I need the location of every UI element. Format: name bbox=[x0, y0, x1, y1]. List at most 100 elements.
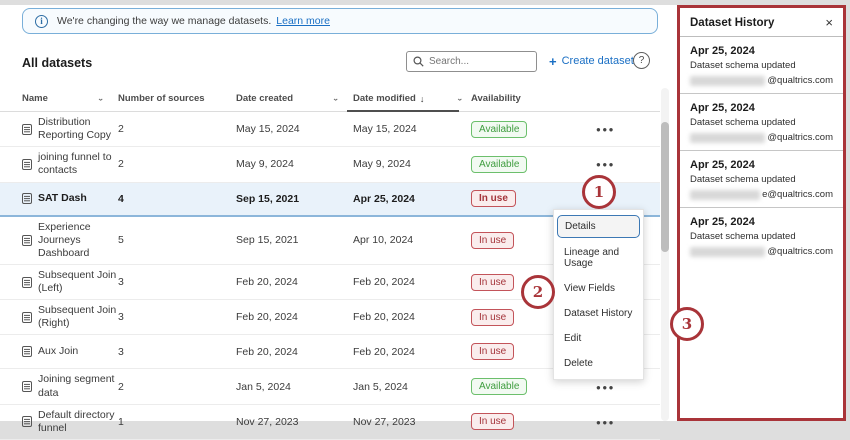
dataset-icon bbox=[22, 234, 32, 246]
cell-sources: 3 bbox=[118, 276, 124, 288]
history-entry-action: Dataset schema updated bbox=[690, 174, 796, 185]
history-panel-title: Dataset History bbox=[690, 17, 775, 29]
availability-badge: In use bbox=[471, 231, 515, 249]
cell-availability: In use bbox=[471, 308, 583, 326]
chevron-down-icon[interactable]: ⌄ bbox=[97, 94, 104, 103]
availability-badge: In use bbox=[471, 273, 515, 291]
search-icon bbox=[413, 56, 424, 67]
cell-created: Feb 20, 2024 bbox=[236, 311, 298, 324]
chevron-down-icon[interactable]: ⌄ bbox=[456, 94, 464, 103]
table-row[interactable]: Subsequent Join (Right) 3 Feb 20, 2024 F… bbox=[0, 300, 660, 336]
dataset-name: Subsequent Join (Left) bbox=[38, 268, 117, 294]
column-header-created[interactable]: Date created ⌄ bbox=[236, 93, 339, 104]
cell-name: joining funnel to contacts bbox=[0, 151, 118, 177]
table-row[interactable]: joining funnel to contacts 2 May 9, 2024… bbox=[0, 147, 660, 183]
dataset-icon bbox=[22, 276, 32, 288]
column-header-name[interactable]: Name ⌄ bbox=[22, 93, 104, 104]
table-row[interactable]: Joining segment data 2 Jan 5, 2024 Jan 5… bbox=[0, 369, 660, 405]
cell-name: Experience Journeys Dashboard bbox=[0, 221, 118, 260]
cell-availability: In use bbox=[471, 190, 583, 207]
cell-sources: 4 bbox=[118, 192, 124, 205]
cell-sources: 5 bbox=[118, 234, 124, 247]
history-entry-email: e@qualtrics.com bbox=[690, 189, 833, 200]
history-entry: Apr 25, 2024 Dataset schema updated @qua… bbox=[680, 208, 843, 264]
table-row[interactable]: Default directory funnel 1 Nov 27, 2023 … bbox=[0, 405, 660, 440]
history-entry-date: Apr 25, 2024 bbox=[690, 159, 755, 171]
column-header-availability[interactable]: Availability bbox=[471, 93, 521, 104]
create-dataset-button[interactable]: + Create dataset bbox=[549, 55, 634, 68]
column-header-modified[interactable]: Date modified ↓ ⌄ bbox=[347, 93, 471, 112]
history-entry-action: Dataset schema updated bbox=[690, 60, 796, 71]
cell-name: SAT Dash bbox=[0, 192, 118, 205]
email-suffix: @qualtrics.com bbox=[767, 246, 833, 257]
cell-actions: ●●● bbox=[583, 123, 628, 135]
row-actions-menu-icon[interactable]: ●●● bbox=[596, 382, 615, 392]
cell-name: Subsequent Join (Right) bbox=[0, 304, 118, 330]
availability-badge: In use bbox=[471, 343, 515, 361]
cell-actions: ●●● bbox=[583, 381, 628, 393]
table-row[interactable]: SAT Dash 4 Sep 15, 2021 Apr 25, 2024 In … bbox=[0, 182, 660, 217]
cell-modified: Feb 20, 2024 bbox=[353, 311, 415, 324]
cell-sources: 3 bbox=[118, 345, 124, 358]
help-icon[interactable]: ? bbox=[633, 52, 650, 69]
annotation-marker-1: 1 bbox=[582, 175, 616, 209]
menu-item[interactable]: Edit bbox=[564, 333, 582, 344]
dataset-icon bbox=[22, 193, 32, 204]
cell-created: May 15, 2024 bbox=[236, 123, 300, 136]
history-panel-header: Dataset History × bbox=[680, 8, 843, 37]
info-icon: i bbox=[35, 14, 48, 28]
cell-created: May 9, 2024 bbox=[236, 158, 294, 171]
column-header-sources[interactable]: Number of sources bbox=[118, 93, 205, 104]
vertical-scrollbar-thumb[interactable] bbox=[661, 122, 669, 252]
cell-modified: May 9, 2024 bbox=[353, 158, 411, 171]
dataset-icon bbox=[22, 311, 32, 323]
chevron-down-icon[interactable]: ⌄ bbox=[332, 94, 339, 103]
availability-badge: Available bbox=[471, 378, 528, 395]
history-entry-email: @qualtrics.com bbox=[690, 75, 833, 86]
cell-availability: Available bbox=[471, 378, 583, 395]
menu-item[interactable]: Details bbox=[557, 215, 640, 238]
learn-more-link[interactable]: Learn more bbox=[276, 15, 330, 27]
annotation-marker-3: 3 bbox=[670, 307, 704, 341]
dataset-name: Subsequent Join (Right) bbox=[38, 304, 117, 330]
availability-badge: Available bbox=[471, 155, 528, 173]
cell-created: Sep 15, 2021 bbox=[236, 234, 299, 247]
menu-item[interactable]: Lineage and Usage bbox=[564, 247, 620, 269]
history-entry-email: @qualtrics.com bbox=[690, 132, 833, 143]
cell-name: Aux Join bbox=[0, 345, 118, 358]
dataset-icon bbox=[22, 123, 32, 135]
search-input[interactable] bbox=[429, 56, 519, 67]
cell-modified: Apr 10, 2024 bbox=[353, 234, 414, 247]
close-icon[interactable]: × bbox=[825, 15, 833, 30]
dataset-icon bbox=[22, 416, 32, 428]
dataset-name: SAT Dash bbox=[38, 191, 87, 204]
email-suffix: @qualtrics.com bbox=[767, 132, 833, 143]
menu-item[interactable]: Delete bbox=[564, 358, 593, 369]
dataset-name: Aux Join bbox=[38, 345, 79, 358]
row-actions-menu-icon[interactable]: ●●● bbox=[596, 160, 615, 170]
availability-badge: In use bbox=[471, 308, 515, 326]
search-box[interactable] bbox=[406, 51, 537, 72]
menu-item[interactable]: Dataset History bbox=[564, 308, 633, 319]
page-title: All datasets bbox=[22, 56, 93, 70]
dataset-name: Joining segment data bbox=[38, 373, 115, 399]
table-row[interactable]: Experience Journeys Dashboard 5 Sep 15, … bbox=[0, 217, 660, 265]
availability-badge: Available bbox=[471, 120, 528, 138]
notification-banner: i We're changing the way we manage datas… bbox=[22, 8, 658, 34]
history-entry-date: Apr 25, 2024 bbox=[690, 45, 755, 57]
menu-item[interactable]: View Fields bbox=[564, 283, 615, 294]
cell-actions: ●●● bbox=[583, 158, 628, 170]
dataset-icon bbox=[22, 346, 32, 358]
cell-name: Subsequent Join (Left) bbox=[0, 269, 118, 295]
dataset-icon bbox=[22, 381, 32, 392]
table-row[interactable]: Distribution Reporting Copy 2 May 15, 20… bbox=[0, 112, 660, 148]
history-entry-action: Dataset schema updated bbox=[690, 231, 796, 242]
context-menu: Details Lineage and Usage View Fields Da… bbox=[553, 209, 644, 380]
vertical-scrollbar-track[interactable] bbox=[661, 88, 669, 421]
row-actions-menu-icon[interactable]: ●●● bbox=[596, 417, 615, 427]
cell-name: Default directory funnel bbox=[0, 409, 118, 435]
banner-message: We're changing the way we manage dataset… bbox=[57, 15, 272, 27]
cell-availability: Available bbox=[471, 120, 583, 138]
row-actions-menu-icon[interactable]: ●●● bbox=[596, 125, 615, 135]
history-entries: Apr 25, 2024 Dataset schema updated @qua… bbox=[680, 37, 843, 264]
